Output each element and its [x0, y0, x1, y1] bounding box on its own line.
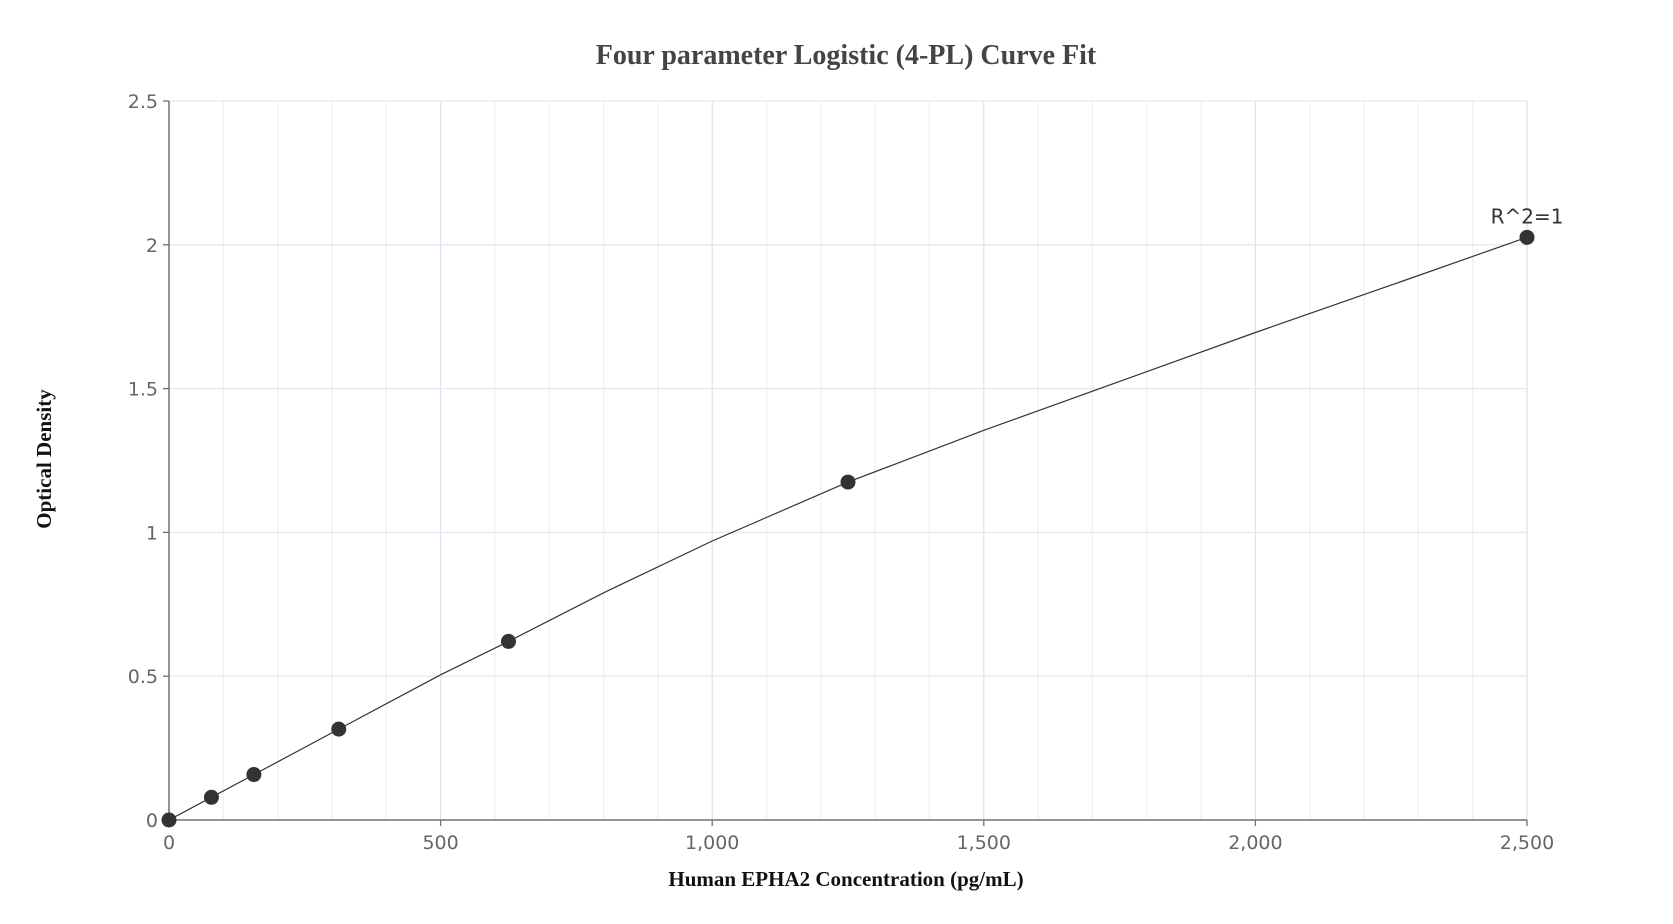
x-tick-label: 0: [163, 832, 175, 854]
chart-title: Four parameter Logistic (4-PL) Curve Fit: [596, 40, 1097, 71]
fit-curve: [168, 236, 1528, 821]
y-axis-title: Optical Density: [32, 389, 56, 529]
data-point: [1519, 229, 1535, 245]
y-tick-label: 2: [146, 235, 158, 257]
r-squared-annotation: R^2=1: [1491, 204, 1564, 228]
x-tick-label: 1,000: [685, 832, 739, 854]
y-tick-label: 1.5: [128, 379, 158, 401]
y-tick-label: 1: [146, 522, 158, 544]
x-tick-label: 2,000: [1228, 832, 1282, 854]
x-axis-title: Human EPHA2 Concentration (pg/mL): [668, 867, 1023, 891]
grid-lines: [169, 100, 1528, 820]
data-point: [331, 721, 347, 737]
y-tick-label: 0: [146, 810, 158, 832]
data-point: [840, 474, 856, 490]
y-tick-label: 2.5: [128, 91, 158, 113]
x-tick-label: 500: [422, 832, 458, 854]
data-points: [161, 229, 1535, 828]
data-point: [203, 789, 219, 805]
data-point: [246, 767, 262, 783]
x-tick-label: 2,500: [1500, 832, 1554, 854]
data-point: [161, 812, 177, 828]
axes: [163, 100, 1528, 826]
y-tick-label: 0.5: [128, 666, 158, 688]
data-point: [501, 633, 516, 649]
tick-labels: 0 0.5 1 1.5 2 2.5 0 500 1,000 1,500 2,000 2,500: [128, 91, 1554, 854]
x-tick-label: 1,500: [957, 832, 1011, 854]
